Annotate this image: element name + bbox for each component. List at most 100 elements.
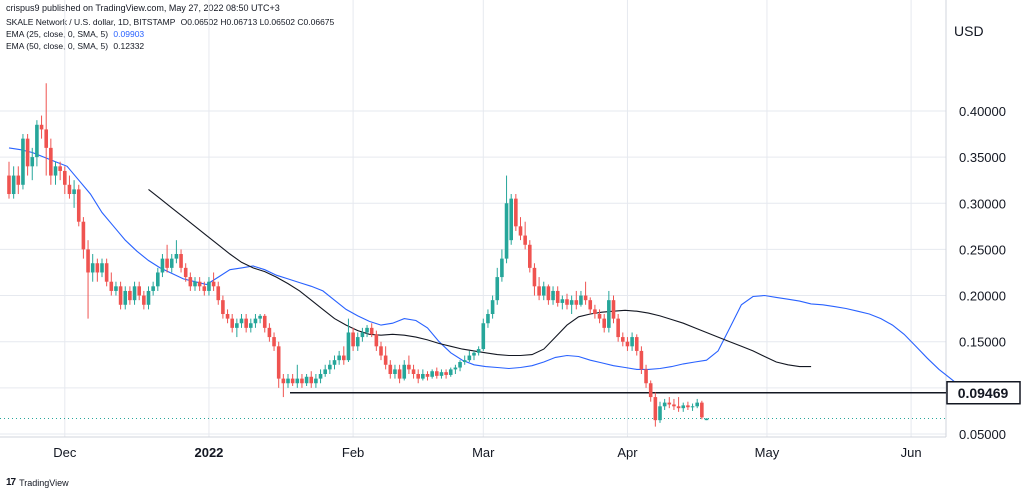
candle-body [676,406,681,409]
y-tick-label: 0.20000 [959,289,1006,304]
candle-body [72,189,76,195]
candle-body [100,263,104,273]
candle-body [81,221,86,250]
y-tick-label: 0.05000 [959,427,1006,442]
candle-body [374,334,379,347]
candle-body [230,318,234,328]
candle-body [169,258,174,268]
candle-body [467,355,472,361]
legend-ema25-label: EMA (25, close, 0, SMA, 5) [6,29,109,39]
candle-body [179,254,183,268]
candle-body [216,286,221,301]
candle-body [448,369,453,375]
candle-body [300,378,304,384]
legend-ema25-value: 0.09903 [113,29,145,39]
tradingview-logo-icon: 17 [6,477,16,488]
candle-body [597,314,602,319]
candle-body [258,315,262,319]
candle-body [490,300,495,315]
candle-body [188,277,193,287]
candle-body [569,300,574,305]
candle-body [30,157,35,167]
candle-body [142,295,146,305]
candle-body [351,332,355,347]
candle-body [690,406,695,408]
candle-body [58,166,62,171]
y-tick-label: 0.40000 [959,104,1006,119]
candle-body [634,337,639,351]
candle-body [625,341,630,347]
candle-body [476,349,481,353]
candle-body [193,281,197,287]
candle-body [393,369,397,375]
candle-body [304,376,309,384]
candle-body [518,226,523,236]
candle-body [551,290,555,301]
candle-body [221,300,225,315]
candle-body [583,295,588,301]
support-price-label: 0.09469 [958,385,1009,401]
candle-body [462,360,467,363]
y-tick-label: 0.25000 [959,242,1006,257]
y-tick-label: 0.15000 [959,335,1006,350]
candle-body [235,323,239,328]
candle-body [328,364,332,370]
currency-label: USD [954,23,984,39]
candle-body [7,175,11,195]
candle-body [528,244,532,268]
candle-body [579,295,583,305]
candle-body [244,318,248,328]
candle-body [365,327,369,333]
candle-body [439,372,444,376]
candle-body [295,378,300,384]
candle-body [686,405,690,408]
chart-legend: SKALE Network / U.S. dollar, 1D, BITSTAM… [6,16,334,52]
ema50-line [148,188,812,368]
x-tick-label: 2022 [194,445,223,460]
candle-body [388,364,393,375]
candle-body [63,170,67,185]
candle-body [621,337,625,342]
candle-body [114,286,118,291]
candle-body [421,374,425,379]
candle-body [639,350,644,370]
candle-body [95,263,100,273]
candle-body [523,235,527,245]
candle-body [174,254,179,259]
candle-body [514,198,518,227]
candle-body [397,369,402,379]
candle-body [458,362,462,368]
candle-body [314,378,318,384]
support-price-label-box [946,381,1021,405]
x-tick-label: Apr [617,445,638,460]
candle-body [704,418,709,421]
candle-body [318,374,323,379]
candle-body [672,404,676,407]
candle-body [183,267,188,278]
candle-body [35,124,39,158]
legend-symbol-row: SKALE Network / U.S. dollar, 1D, BITSTAM… [6,16,334,28]
candle-body [700,402,704,418]
candle-body [532,267,537,287]
candle-body [25,138,30,167]
tradingview-brand[interactable]: 17 TradingView [6,477,69,488]
candle-body [472,352,476,356]
candle-body [253,318,258,324]
candle-body [262,315,267,328]
candle-body [504,203,509,259]
y-tick-label: 0.35000 [959,150,1006,165]
candle-body [481,323,486,350]
x-tick-label: Jun [901,445,922,460]
candle-body [430,371,434,377]
candle-body [11,175,16,195]
candle-body [123,290,128,305]
candle-body [560,299,565,303]
candle-body [276,346,281,379]
candle-body [49,147,53,176]
x-tick-label: May [755,445,780,460]
y-tick-label: 0.30000 [959,196,1006,211]
candle-body [272,337,276,347]
candle-body [607,300,611,328]
candle-body [630,337,634,347]
